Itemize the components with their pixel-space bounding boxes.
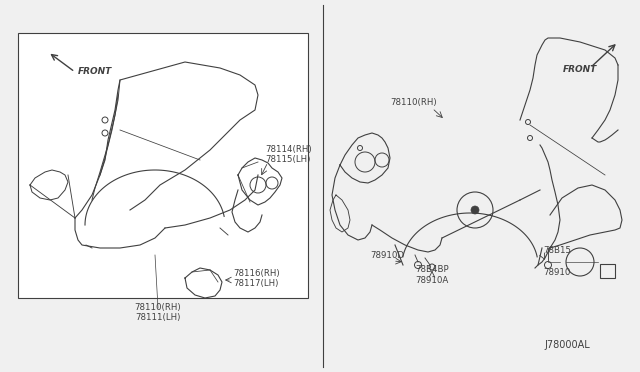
Text: FRONT: FRONT [78,67,112,77]
Text: 78115(LH): 78115(LH) [265,155,310,164]
Bar [600,264,615,278]
Text: J78000AL: J78000AL [544,340,590,350]
Bar [18,33,308,298]
Text: 78110(RH): 78110(RH) [390,98,436,107]
Circle shape [471,206,479,214]
Text: 78114(RH): 78114(RH) [265,145,312,154]
Text: 78117(LH): 78117(LH) [233,279,278,288]
Text: 78116(RH): 78116(RH) [233,269,280,278]
Text: 78910D: 78910D [370,251,404,260]
Text: FRONT: FRONT [563,65,597,74]
Text: 78111(LH): 78111(LH) [135,313,180,322]
Text: 78910: 78910 [543,268,570,277]
Text: 78B15: 78B15 [543,246,571,255]
Text: 78B4BP: 78B4BP [415,265,449,274]
Text: 78110(RH): 78110(RH) [134,303,181,312]
Text: 78910A: 78910A [415,276,448,285]
